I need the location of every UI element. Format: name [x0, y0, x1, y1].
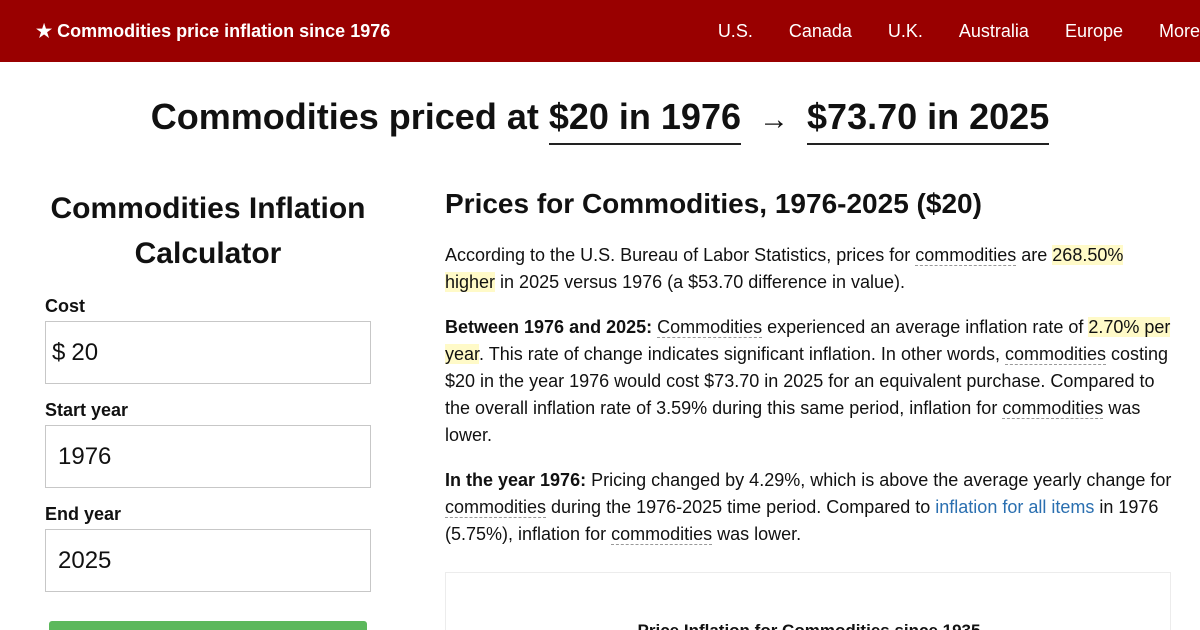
summary-paragraph: According to the U.S. Bureau of Labor St…: [445, 242, 1175, 296]
dollar-prefix: $: [52, 338, 66, 366]
p3-text-b: during the 1976-2025 time period. Compar…: [546, 497, 936, 517]
article-title: Prices for Commodities, 1976-2025 ($20): [445, 188, 982, 219]
p3-text-d: was lower.: [712, 524, 802, 544]
page-headline: Commodities priced at $20 in 1976 → $73.…: [0, 96, 1200, 145]
cost-field[interactable]: $: [45, 321, 371, 384]
top-nav-bar: ★ Commodities price inflation since 1976…: [0, 0, 1200, 62]
p3-lead: In the year 1976:: [445, 470, 587, 490]
cost-label: Cost: [45, 296, 85, 316]
nav-link-canada[interactable]: Canada: [788, 20, 852, 41]
p2-text-c: costing $20 in the year 1976 would cost …: [445, 344, 1169, 418]
term-commodities[interactable]: commodities: [915, 245, 1017, 266]
p1-text-b: are: [1016, 245, 1053, 265]
chart-title: Price Inflation for Commodities since 19…: [446, 621, 1172, 630]
p2-text-b: . This rate of change indicates signific…: [479, 344, 1005, 364]
p1-text-c: in 2025 versus 1976 (a $53.70 difference…: [495, 272, 905, 292]
term-commodities[interactable]: commodities: [445, 497, 547, 518]
term-commodities[interactable]: commodities: [1002, 398, 1104, 419]
start-year-input[interactable]: [58, 442, 370, 471]
calculator-title: Commodities Inflation Calculator: [50, 192, 366, 270]
region-nav: U.S. Canada U.K. Australia Europe More: [682, 0, 1200, 62]
nav-link-us[interactable]: U.S.: [717, 20, 753, 41]
start-year-label: Start year: [45, 400, 129, 420]
inflation-calculator: Commodities Inflation Calculator Cost $ …: [45, 186, 371, 630]
p1-text-a: According to the U.S. Bureau of Labor St…: [445, 245, 916, 265]
chart-card: Price Inflation for Commodities since 19…: [445, 572, 1171, 630]
headline-from-value: $20 in 1976: [548, 96, 741, 145]
headline-to-value: $73.70 in 2025: [807, 96, 1050, 145]
p3-text-a: Pricing changed by 4.29%, which is above…: [586, 470, 1172, 490]
term-commodities[interactable]: commodities: [611, 524, 713, 545]
p2-lead: Between 1976 and 2025:: [445, 317, 653, 337]
end-year-input[interactable]: [58, 546, 370, 575]
period-paragraph: Between 1976 and 2025: Commodities exper…: [445, 314, 1175, 449]
start-year-field[interactable]: [45, 425, 371, 488]
p3-text-c: in 1976 (5.75%), inflation for: [445, 497, 1159, 544]
nav-link-europe[interactable]: Europe: [1064, 20, 1123, 41]
end-year-field[interactable]: [45, 529, 371, 592]
year-paragraph: In the year 1976: Pricing changed by 4.2…: [445, 467, 1175, 548]
end-year-label: End year: [45, 504, 122, 524]
term-commodities[interactable]: Commodities: [657, 317, 763, 338]
term-commodities[interactable]: commodities: [1005, 344, 1107, 365]
arrow-icon: →: [759, 103, 790, 136]
p2-text-a: experienced an average inflation rate of: [762, 317, 1089, 337]
nav-link-uk[interactable]: U.K.: [887, 20, 923, 41]
headline-prefix: Commodities priced at: [150, 96, 539, 137]
cost-input[interactable]: [71, 338, 370, 367]
p2-text-d: was lower.: [445, 398, 1141, 445]
brand-link[interactable]: ★ Commodities price inflation since 1976: [36, 20, 391, 41]
all-items-inflation-link[interactable]: inflation for all items: [935, 497, 1095, 517]
nav-link-more[interactable]: More: [1158, 20, 1200, 41]
article: Prices for Commodities, 1976-2025 ($20) …: [445, 188, 1175, 566]
calculate-button[interactable]: [49, 621, 367, 630]
nav-link-australia[interactable]: Australia: [958, 20, 1029, 41]
